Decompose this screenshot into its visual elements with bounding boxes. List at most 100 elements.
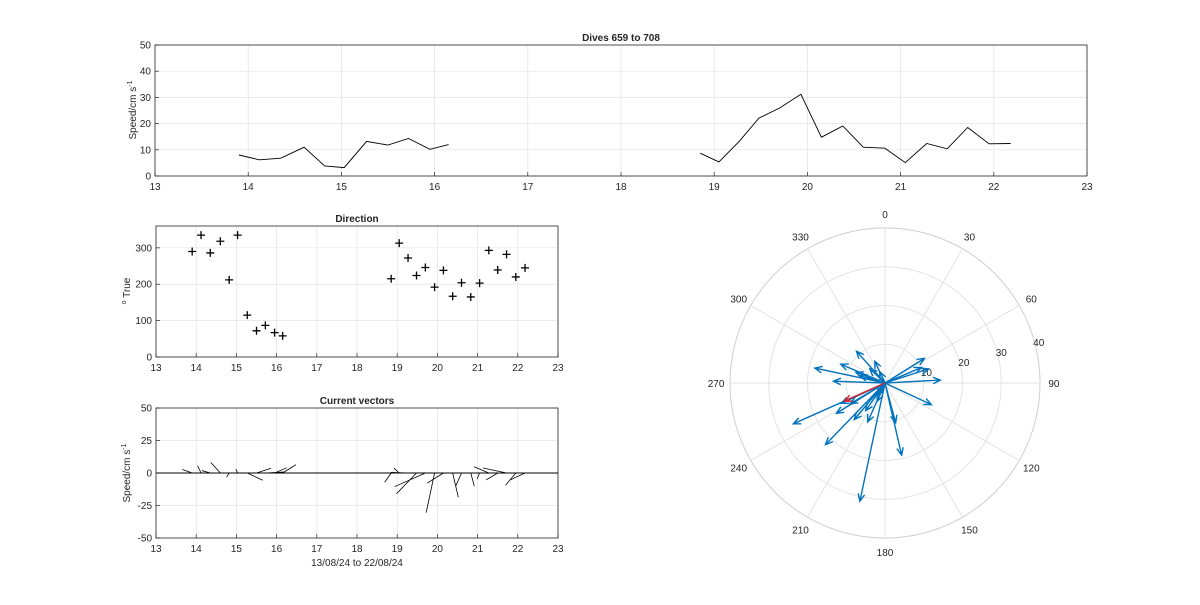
x-tick-label: 19	[392, 363, 404, 374]
direction-point	[216, 237, 225, 246]
y-tick-label: 50	[140, 41, 152, 52]
y-tick-label: 0	[146, 469, 152, 480]
y-tick-label: 20	[140, 119, 152, 130]
polar-axes: 0 30 60 90 120 150 180 210 240 270 300 330 10 20 30 40	[708, 210, 1060, 559]
polar-labels: 0 30 60 90 120 150 180 210 240 270 300 330 10 20 30 40	[708, 210, 1060, 559]
direction-point	[270, 328, 279, 337]
y-tick-label: 30	[140, 93, 152, 104]
current-vector-stick	[473, 466, 490, 474]
current-vector-stick	[476, 472, 480, 480]
current-vector-stick	[396, 472, 417, 494]
current-vectors-sticks	[156, 462, 558, 513]
y-tick-label: 40	[140, 67, 152, 78]
x-tick-label: 18	[351, 544, 363, 555]
polar-angle-label: 90	[1048, 379, 1060, 390]
x-tick-label: 22	[512, 544, 524, 555]
direction-point	[421, 263, 430, 272]
direction-ticks: 13 14 15 16 17 18 19 20 21 22 23 0 100 200 300	[135, 243, 564, 374]
x-tick-label: 14	[191, 363, 203, 374]
direction-point	[502, 250, 511, 259]
polar-angle-label: 0	[882, 210, 888, 221]
x-tick-label: 15	[231, 363, 243, 374]
current-vector-stick	[182, 469, 193, 474]
x-tick-label: 18	[351, 363, 363, 374]
direction-point	[188, 247, 197, 256]
current-vector-stick	[452, 472, 459, 498]
x-tick-label: 22	[512, 363, 524, 374]
polar-current-arrow	[839, 363, 886, 384]
current-vectors-ticks: 13 14 15 16 17 18 19 20 21 22 23 -50 -25 0 25 50	[138, 404, 564, 556]
current-vectors-ylabel: Speed/cm s-1	[121, 443, 133, 502]
direction-title: Direction	[335, 214, 378, 225]
speed-series-line	[238, 138, 449, 169]
direction-grid	[155, 226, 559, 358]
direction-point	[448, 292, 457, 301]
y-tick-label: -25	[138, 501, 153, 512]
polar-spoke	[884, 248, 963, 384]
current-vector-stick	[482, 467, 507, 474]
polar-mean-arrow	[842, 382, 886, 402]
polar-current-arrow	[868, 367, 886, 384]
x-tick-label: 16	[271, 544, 283, 555]
polar-angle-label: 210	[792, 525, 809, 536]
y-tick-label: 200	[135, 280, 152, 291]
x-tick-label: 21	[895, 182, 907, 193]
current-vector-stick	[235, 469, 238, 474]
polar-mean	[842, 382, 886, 402]
x-tick-label: 21	[472, 363, 484, 374]
current-vector-stick	[505, 472, 517, 486]
current-vector-stick	[274, 467, 287, 474]
x-tick-label: 22	[988, 182, 1000, 193]
polar-spoke	[750, 305, 886, 384]
current-vector-stick	[282, 464, 297, 474]
x-tick-label: 15	[231, 544, 243, 555]
polar-angle-label: 180	[877, 548, 894, 559]
direction-point	[475, 279, 484, 288]
speed-series-line	[700, 93, 1011, 164]
x-tick-label: 21	[472, 544, 484, 555]
polar-current-arrow	[848, 382, 886, 405]
direction-point	[439, 266, 448, 275]
polar-angle-label: 150	[961, 525, 978, 536]
x-tick-label: 13	[150, 363, 162, 374]
current-vectors-axes: 13 14 15 16 17 18 19 20 21 22 23 -50 -25 0 25 50 Curren…	[121, 396, 564, 569]
polar-radius-label: 30	[996, 348, 1008, 359]
direction-point	[521, 263, 530, 272]
current-vectors-title: Current vectors	[320, 396, 395, 407]
current-vector-stick	[226, 472, 230, 478]
x-tick-label: 19	[709, 182, 721, 193]
y-tick-label: 300	[135, 243, 152, 254]
y-tick-label: 100	[135, 316, 152, 327]
polar-current-arrow	[813, 365, 886, 384]
direction-point	[412, 271, 421, 280]
x-tick-label: 13	[149, 182, 161, 193]
x-tick-label: 14	[243, 182, 255, 193]
direction-point	[395, 239, 404, 248]
polar-current-arrow	[884, 366, 923, 384]
current-vector-stick	[485, 472, 498, 481]
speed-grid	[154, 44, 1088, 177]
polar-angle-label: 120	[1023, 463, 1040, 474]
current-vectors-ylabel-exponent: -1	[121, 443, 128, 449]
direction-points	[188, 231, 530, 340]
current-vector-stick	[256, 467, 272, 474]
x-tick-label: 17	[522, 182, 534, 193]
current-vector-stick	[455, 472, 462, 487]
polar-current-arrow	[853, 382, 886, 421]
polar-current-arrow	[824, 382, 886, 446]
y-tick-label: 25	[141, 436, 153, 447]
x-tick-label: 23	[552, 363, 564, 374]
polar-angle-label: 240	[730, 463, 747, 474]
direction-point	[404, 254, 413, 263]
direction-point	[206, 248, 215, 257]
y-tick-label: 50	[141, 404, 153, 415]
x-tick-label: 17	[311, 544, 323, 555]
direction-point	[243, 311, 252, 320]
polar-spoke	[807, 248, 886, 384]
current-vector-stick	[426, 472, 444, 484]
polar-angle-label: 300	[730, 295, 747, 306]
direction-point	[387, 274, 396, 283]
polar-radius-label: 10	[921, 368, 933, 379]
polar-current-arrow	[884, 382, 898, 425]
direction-point	[233, 231, 242, 240]
